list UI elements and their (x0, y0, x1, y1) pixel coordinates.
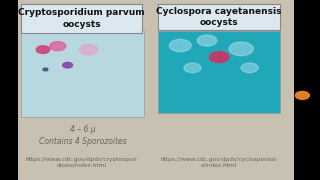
Circle shape (241, 63, 258, 73)
Circle shape (210, 52, 229, 63)
Circle shape (197, 35, 217, 46)
Circle shape (63, 62, 73, 68)
Circle shape (295, 91, 309, 99)
Circle shape (184, 63, 201, 73)
Bar (18, 0, 294, 180)
Circle shape (36, 46, 50, 53)
Circle shape (79, 44, 98, 55)
Circle shape (43, 68, 48, 71)
Circle shape (169, 39, 191, 52)
FancyBboxPatch shape (21, 4, 142, 33)
Bar (21, 31, 144, 117)
Text: 4 – 6 μ
Contains 4 Sporozoites: 4 – 6 μ Contains 4 Sporozoites (39, 125, 127, 146)
Circle shape (50, 42, 66, 51)
Bar (158, 31, 280, 113)
Text: https://www.cdc.gov/dpdx/cyclosporiasi
s/index.html: https://www.cdc.gov/dpdx/cyclosporiasi s… (161, 157, 277, 168)
Text: Cryptosporidium parvum
oocysts: Cryptosporidium parvum oocysts (18, 8, 145, 28)
FancyBboxPatch shape (158, 4, 280, 30)
Text: Cyclospora cayetanensis
oocysts: Cyclospora cayetanensis oocysts (156, 7, 282, 27)
Text: https://www.cdc.gov/dpdx/cryptospori
diosis/index.html: https://www.cdc.gov/dpdx/cryptospori dio… (26, 157, 137, 168)
Circle shape (229, 42, 253, 56)
